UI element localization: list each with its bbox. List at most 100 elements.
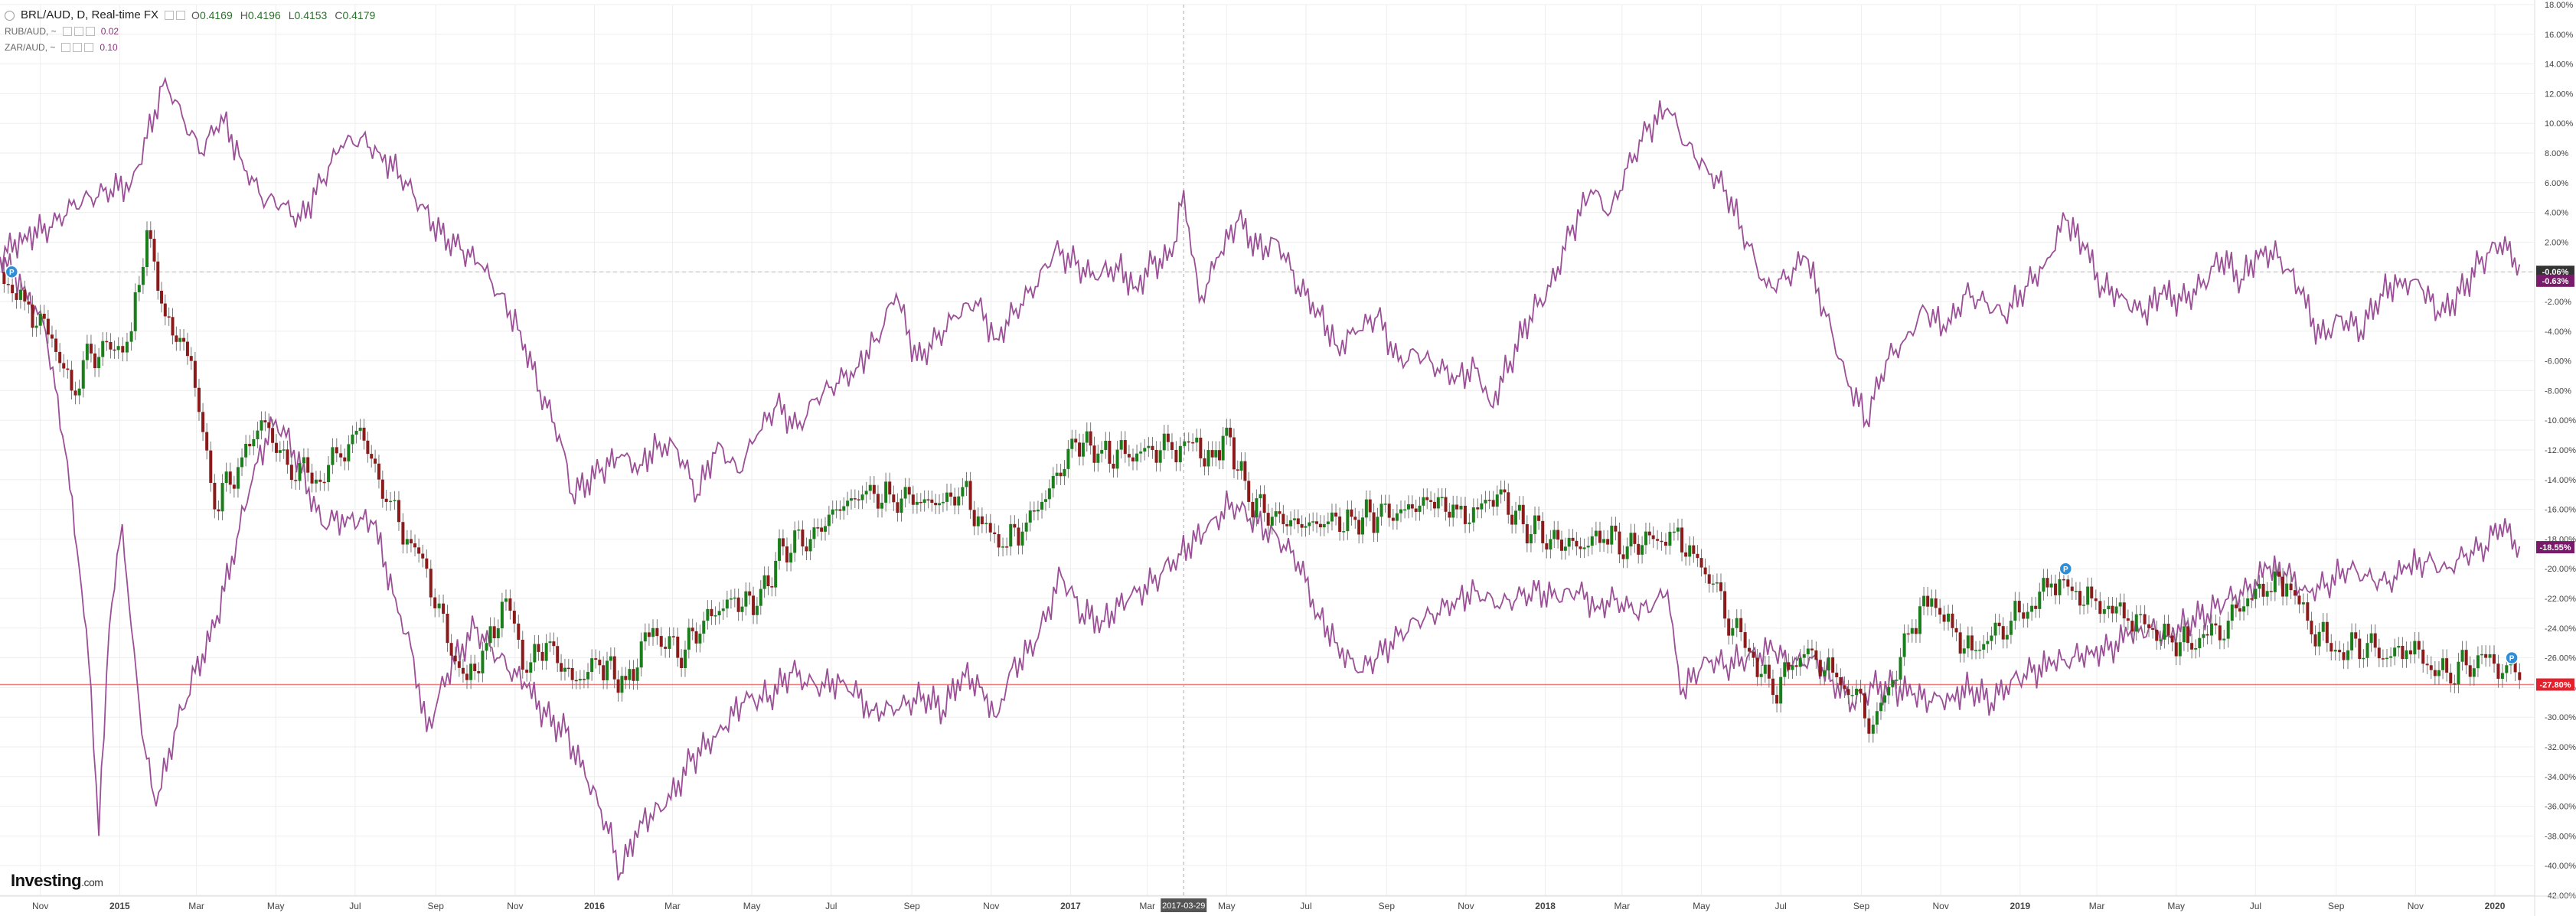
candle bbox=[384, 498, 388, 502]
candle bbox=[1162, 433, 1166, 451]
candle bbox=[1330, 512, 1334, 522]
candle bbox=[1951, 613, 1954, 628]
candle bbox=[442, 603, 446, 614]
candle bbox=[335, 447, 338, 454]
rub-settings-icons[interactable] bbox=[62, 26, 95, 36]
candle bbox=[1308, 522, 1311, 526]
candle bbox=[945, 492, 949, 502]
candle bbox=[586, 672, 590, 680]
candle bbox=[224, 471, 228, 484]
candle bbox=[267, 422, 271, 429]
y-tick-label: -38.00% bbox=[2545, 832, 2576, 841]
candle bbox=[1962, 648, 1966, 654]
candle bbox=[2338, 650, 2342, 653]
candle bbox=[1787, 662, 1791, 670]
candle bbox=[2017, 601, 2021, 613]
candle bbox=[429, 569, 433, 598]
candle bbox=[2009, 621, 2013, 635]
y-tick-label: -4.00% bbox=[2545, 328, 2571, 337]
candle bbox=[2306, 602, 2310, 621]
candle bbox=[2139, 614, 2143, 616]
candle bbox=[1451, 504, 1455, 518]
series-line-rub-aud bbox=[0, 253, 2521, 881]
candle bbox=[1009, 523, 1013, 547]
zar-settings-icons[interactable] bbox=[61, 42, 94, 52]
candle bbox=[609, 656, 612, 661]
candle bbox=[1047, 488, 1051, 500]
candle bbox=[1414, 508, 1418, 512]
legend-compare-rub[interactable]: RUB/AUD, ~ 0.02 bbox=[5, 25, 119, 37]
candle bbox=[413, 543, 417, 548]
candle bbox=[860, 494, 864, 500]
candle bbox=[774, 560, 778, 588]
candle bbox=[1699, 558, 1703, 568]
candle bbox=[1379, 504, 1383, 517]
candle bbox=[1292, 518, 1296, 520]
candle bbox=[2066, 579, 2070, 587]
value-badge-label: -27.80% bbox=[2540, 681, 2571, 690]
candle bbox=[1410, 504, 1414, 509]
candle bbox=[770, 586, 774, 588]
candle bbox=[1672, 531, 1676, 533]
candle bbox=[846, 500, 850, 507]
candle bbox=[1383, 504, 1387, 505]
y-tick-label: -2.00% bbox=[2545, 298, 2571, 307]
collapse-icon[interactable] bbox=[5, 10, 15, 21]
candle bbox=[2453, 683, 2457, 685]
candle bbox=[417, 547, 421, 554]
candle bbox=[988, 523, 992, 533]
candle bbox=[2151, 628, 2155, 630]
settings-icon bbox=[73, 42, 83, 52]
candle bbox=[1926, 595, 1930, 607]
candle bbox=[691, 628, 694, 631]
candle bbox=[816, 527, 820, 529]
candle bbox=[2289, 583, 2293, 591]
candle bbox=[46, 318, 50, 335]
candle bbox=[1199, 437, 1203, 458]
candle bbox=[1183, 441, 1187, 446]
candle bbox=[1668, 531, 1672, 546]
candle bbox=[612, 656, 616, 680]
candle bbox=[1827, 657, 1830, 671]
candle bbox=[517, 623, 521, 641]
candle bbox=[820, 527, 824, 532]
candle bbox=[2273, 571, 2277, 592]
legend-compare-zar[interactable]: ZAR/AUD, ~ 0.10 bbox=[5, 41, 118, 53]
candle bbox=[1779, 676, 1783, 704]
candle bbox=[2045, 578, 2049, 588]
candle bbox=[1711, 583, 1715, 585]
candle bbox=[1078, 442, 1082, 457]
candle bbox=[1170, 442, 1174, 450]
candle bbox=[1794, 665, 1798, 667]
candle bbox=[1586, 546, 1590, 548]
candle bbox=[1879, 702, 1883, 712]
candle bbox=[965, 481, 968, 487]
candle bbox=[1507, 492, 1510, 515]
candle bbox=[903, 487, 907, 499]
y-tick-label: -16.00% bbox=[2545, 506, 2576, 515]
candle bbox=[759, 588, 762, 606]
candle bbox=[664, 647, 668, 649]
candle bbox=[2281, 576, 2285, 597]
candle bbox=[109, 341, 113, 350]
symbol-title: BRL/AUD, D, Real-time FX bbox=[21, 8, 159, 21]
candle bbox=[2222, 638, 2226, 641]
y-tick-label: -8.00% bbox=[2545, 386, 2571, 396]
x-tick-label: Nov bbox=[32, 901, 48, 911]
candle bbox=[401, 522, 405, 545]
candle bbox=[1997, 622, 2001, 627]
y-tick-label: 8.00% bbox=[2545, 149, 2568, 158]
legend-settings-icons[interactable] bbox=[165, 11, 186, 20]
candle bbox=[282, 449, 286, 451]
x-tick-label: Jul bbox=[1300, 901, 1311, 911]
candle bbox=[984, 523, 988, 524]
candle bbox=[1372, 512, 1376, 533]
candle bbox=[1326, 521, 1330, 524]
candle bbox=[1529, 533, 1533, 544]
candle bbox=[1364, 499, 1368, 518]
candles-brl-aud bbox=[2, 221, 2522, 743]
candle bbox=[968, 481, 972, 510]
candle bbox=[1195, 437, 1199, 443]
candle bbox=[1663, 542, 1667, 546]
